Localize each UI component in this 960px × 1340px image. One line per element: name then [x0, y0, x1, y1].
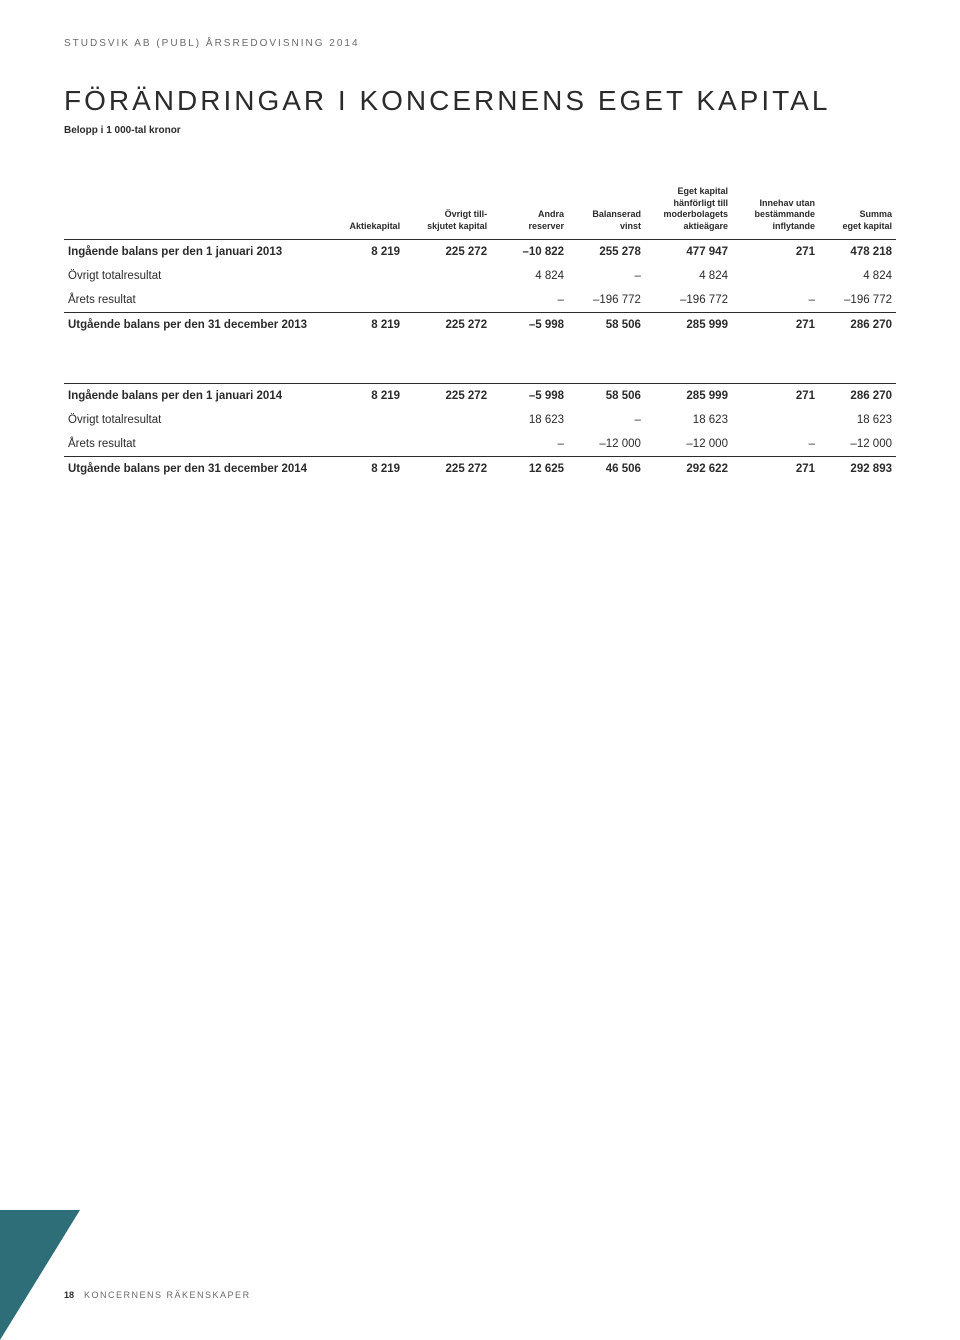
- cell: –: [732, 288, 819, 313]
- corner-accent: [0, 1210, 80, 1340]
- cell: 225 272: [404, 312, 491, 337]
- col-header-vinst: Balanseradvinst: [568, 182, 645, 239]
- cell: [327, 288, 404, 313]
- cell: 285 999: [645, 312, 732, 337]
- row-label: Utgående balans per den 31 december 2013: [64, 312, 327, 337]
- footer-section: KONCERNENS RÄKENSKAPER: [84, 1290, 251, 1300]
- cell: 255 278: [568, 239, 645, 264]
- cell: –10 822: [491, 239, 568, 264]
- cell: 478 218: [819, 239, 896, 264]
- document-header: STUDSVIK AB (PUBL) ÅRSREDOVISNING 2014: [64, 38, 896, 49]
- cell: 58 506: [568, 312, 645, 337]
- cell: 8 219: [327, 312, 404, 337]
- cell: [404, 288, 491, 313]
- cell: 477 947: [645, 239, 732, 264]
- cell: 58 506: [568, 383, 645, 408]
- cell: 286 270: [819, 312, 896, 337]
- page-title: FÖRÄNDRINGAR I KONCERNENS EGET KAPITAL: [64, 85, 896, 117]
- row-label: Övrigt totalresultat: [64, 408, 327, 432]
- row-label: Årets resultat: [64, 288, 327, 313]
- cell: [404, 408, 491, 432]
- row-label: Övrigt totalresultat: [64, 264, 327, 288]
- cell: [327, 408, 404, 432]
- table-row: Övrigt totalresultat 4 824 – 4 824 4 824: [64, 264, 896, 288]
- table-row: Övrigt totalresultat 18 623 – 18 623 18 …: [64, 408, 896, 432]
- cell: 18 623: [819, 408, 896, 432]
- table-row: Utgående balans per den 31 december 2014…: [64, 456, 896, 481]
- cell: 8 219: [327, 456, 404, 481]
- cell: 12 625: [491, 456, 568, 481]
- col-header-moderbolaget: Eget kapitalhänförligt tillmoderbolagets…: [645, 182, 732, 239]
- cell: 4 824: [491, 264, 568, 288]
- cell: 225 272: [404, 456, 491, 481]
- cell: 285 999: [645, 383, 732, 408]
- cell: –: [568, 264, 645, 288]
- cell: 271: [732, 312, 819, 337]
- page-number: 18: [64, 1290, 74, 1300]
- cell: [404, 264, 491, 288]
- cell: –12 000: [819, 432, 896, 457]
- page-footer: 18 KONCERNENS RÄKENSKAPER: [64, 1290, 251, 1300]
- cell: –12 000: [645, 432, 732, 457]
- cell: –196 772: [645, 288, 732, 313]
- col-header-label: [64, 182, 327, 239]
- cell: –5 998: [491, 383, 568, 408]
- col-header-inflytande: Innehav utanbestämmandeinflytande: [732, 182, 819, 239]
- row-label: Årets resultat: [64, 432, 327, 457]
- cell: [327, 264, 404, 288]
- table-row: Utgående balans per den 31 december 2013…: [64, 312, 896, 337]
- page-subtitle: Belopp i 1 000-tal kronor: [64, 125, 896, 136]
- cell: [404, 432, 491, 457]
- equity-table-2013: Aktiekapital Övrigt till-skjutet kapital…: [64, 182, 896, 337]
- cell: [327, 432, 404, 457]
- cell: –: [491, 288, 568, 313]
- row-label: Utgående balans per den 31 december 2014: [64, 456, 327, 481]
- table-row: Ingående balans per den 1 januari 2013 8…: [64, 239, 896, 264]
- row-label: Ingående balans per den 1 januari 2013: [64, 239, 327, 264]
- col-header-summa: Summaeget kapital: [819, 182, 896, 239]
- table-row: Ingående balans per den 1 januari 2014 8…: [64, 383, 896, 408]
- table-row: Årets resultat – –196 772 –196 772 – –19…: [64, 288, 896, 313]
- table-row: Årets resultat – –12 000 –12 000 – –12 0…: [64, 432, 896, 457]
- cell: 18 623: [491, 408, 568, 432]
- cell: 8 219: [327, 239, 404, 264]
- cell: 8 219: [327, 383, 404, 408]
- cell: 271: [732, 239, 819, 264]
- cell: –: [568, 408, 645, 432]
- cell: 225 272: [404, 239, 491, 264]
- cell: 271: [732, 383, 819, 408]
- cell: –12 000: [568, 432, 645, 457]
- col-header-aktiekapital: Aktiekapital: [327, 182, 404, 239]
- cell: 4 824: [819, 264, 896, 288]
- cell: –196 772: [568, 288, 645, 313]
- cell: 225 272: [404, 383, 491, 408]
- cell: –: [732, 432, 819, 457]
- cell: [732, 264, 819, 288]
- cell: –: [491, 432, 568, 457]
- cell: 292 893: [819, 456, 896, 481]
- col-header-tillskjutet: Övrigt till-skjutet kapital: [404, 182, 491, 239]
- cell: 292 622: [645, 456, 732, 481]
- cell: 18 623: [645, 408, 732, 432]
- cell: 4 824: [645, 264, 732, 288]
- cell: –5 998: [491, 312, 568, 337]
- cell: 271: [732, 456, 819, 481]
- cell: [732, 408, 819, 432]
- col-header-reserver: Andrareserver: [491, 182, 568, 239]
- cell: 46 506: [568, 456, 645, 481]
- cell: 286 270: [819, 383, 896, 408]
- row-label: Ingående balans per den 1 januari 2014: [64, 383, 327, 408]
- equity-table-2014: Ingående balans per den 1 januari 2014 8…: [64, 383, 896, 481]
- cell: –196 772: [819, 288, 896, 313]
